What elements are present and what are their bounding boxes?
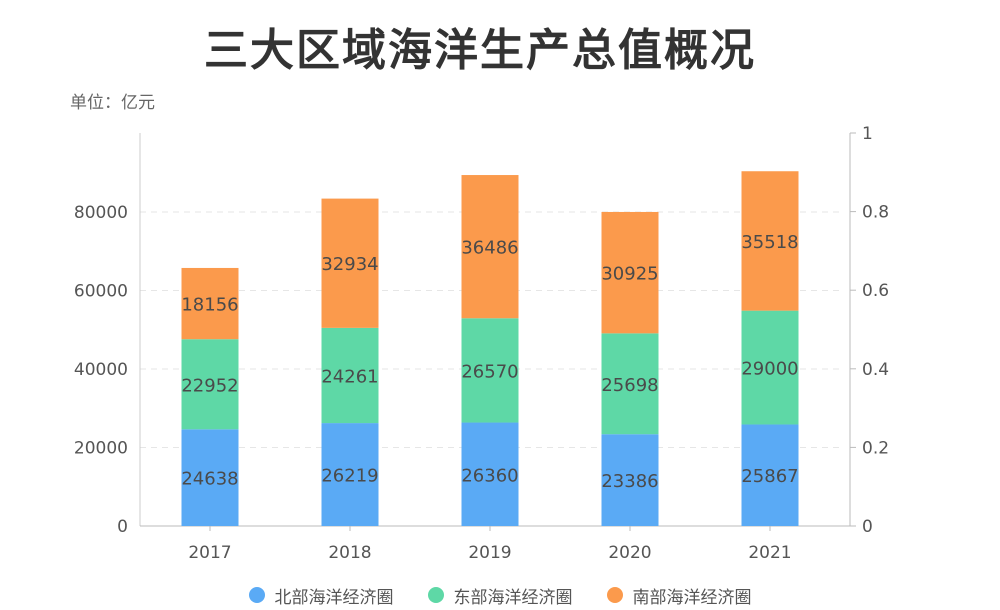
data-label: 24638 (181, 469, 238, 490)
y2-tick-label: 0.6 (862, 281, 889, 301)
bar-segment (321, 423, 379, 526)
legend-swatch (248, 587, 265, 603)
x-tick-label: 2018 (328, 543, 371, 563)
legend-label: 南部海洋经济圈 (632, 587, 752, 608)
data-label: 35518 (741, 232, 798, 253)
data-label: 30925 (601, 264, 658, 285)
y-tick-label: 20000 (74, 439, 128, 459)
y-tick-label: 80000 (74, 203, 128, 223)
legend-label: 东部海洋经济圈 (453, 587, 573, 608)
data-label: 24261 (321, 366, 378, 387)
legend-label: 北部海洋经济圈 (274, 587, 394, 608)
y-tick-label: 40000 (74, 360, 128, 380)
bar-segment (741, 424, 799, 526)
x-tick-label: 2020 (608, 543, 651, 563)
data-label: 32934 (321, 254, 378, 275)
x-tick-label: 2019 (468, 543, 511, 563)
y-tick-label: 60000 (74, 282, 128, 302)
y2-tick-label: 0.8 (862, 203, 889, 223)
bar-segment (601, 211, 659, 334)
chart-title: 三大区域海洋生产总值概况 (204, 25, 756, 76)
data-label: 22952 (181, 375, 238, 396)
legend: 北部海洋经济圈 东部海洋经济圈 南部海洋经济圈 (0, 580, 1000, 610)
data-label: 29000 (741, 359, 798, 380)
data-label: 26570 (461, 361, 518, 382)
bar-segment (741, 310, 799, 425)
x-tick-label: 2021 (748, 543, 791, 563)
bar-segment (461, 422, 519, 526)
y2-tick-label: 0.4 (862, 360, 889, 380)
data-label: 26219 (321, 466, 378, 487)
legend-swatch (606, 587, 623, 603)
unit-label: 单位：亿元 (70, 93, 155, 113)
legend-swatch (427, 587, 444, 603)
x-tick-label: 2017 (188, 543, 231, 563)
bar-segment (181, 267, 239, 340)
bar-segment (321, 198, 379, 328)
y2-tick-label: 0.2 (862, 438, 889, 458)
bar-segment (321, 327, 379, 424)
bar-segment (461, 175, 519, 319)
bar-segment (601, 333, 659, 435)
data-label: 25867 (741, 466, 798, 487)
data-label: 36486 (461, 238, 518, 259)
bar-segment (461, 318, 519, 423)
data-label: 18156 (181, 295, 238, 316)
data-label: 23386 (601, 471, 658, 492)
legend-item[interactable]: 南部海洋经济圈 (606, 580, 752, 610)
y-tick-label: 0 (117, 517, 128, 537)
y2-tick-label: 0 (862, 517, 873, 537)
bar-segment (741, 171, 799, 311)
bar-segment (181, 429, 239, 526)
bar-segment (181, 339, 239, 430)
stacked-bar-chart: 0 20000 40000 60000 80000 0 0.2 0.4 0.6 0.8 1 24638… (74, 124, 889, 563)
legend-item[interactable]: 东部海洋经济圈 (427, 580, 573, 610)
data-label: 26360 (461, 465, 518, 486)
y2-tick-label: 1 (862, 124, 873, 144)
legend-item[interactable]: 北部海洋经济圈 (248, 580, 394, 610)
bar-segment (601, 434, 659, 526)
data-label: 25698 (601, 375, 658, 396)
